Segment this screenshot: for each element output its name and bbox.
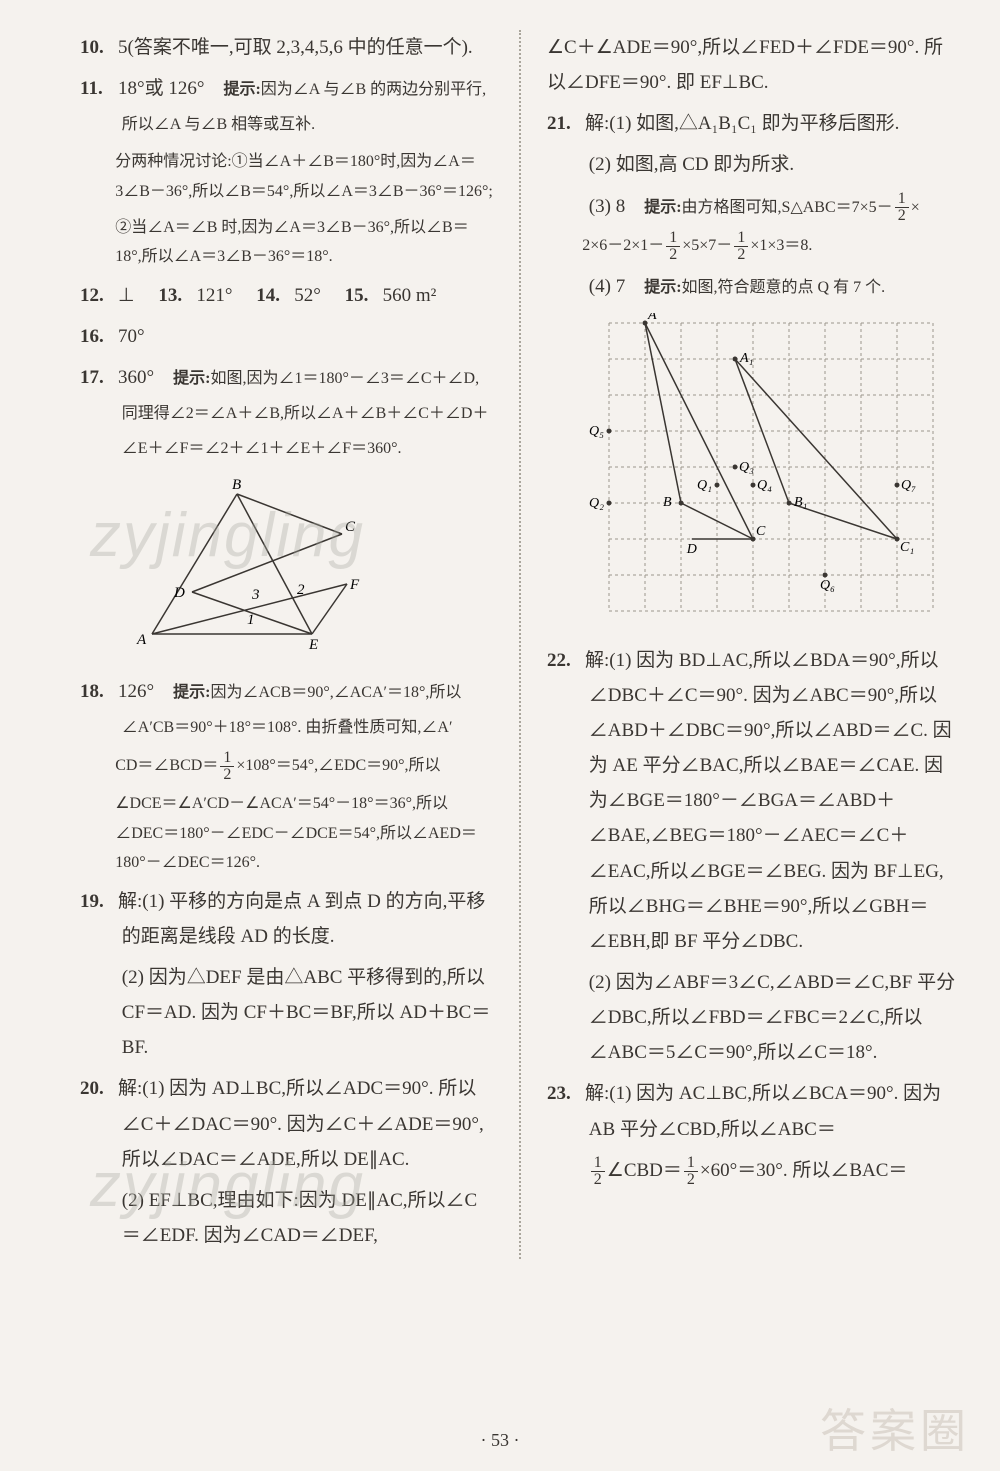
svg-text:B: B: [663, 495, 672, 510]
svg-text:F: F: [349, 577, 360, 593]
q15-num: 15.: [345, 278, 383, 313]
q14-num: 14.: [256, 278, 294, 313]
q18-l2a: CD＝∠BCD＝: [115, 757, 218, 774]
diagram-17: A B C D E F 1 2 3: [122, 474, 493, 666]
q21-p1: 解:(1) 如图,△A₁B₁C₁ 即为平移后图形.: [585, 113, 899, 134]
q11-num: 11.: [80, 71, 118, 106]
svg-text:2: 2: [297, 582, 305, 598]
svg-text:E: E: [308, 637, 318, 653]
svg-text:B: B: [232, 477, 241, 493]
svg-text:B₁: B₁: [794, 495, 807, 510]
q13-ans: 121°: [196, 285, 232, 306]
svg-text:1: 1: [247, 612, 255, 628]
q11-hintlabel: 提示:: [223, 81, 260, 98]
svg-text:Q₁: Q₁: [697, 478, 712, 493]
q18-hintlabel: 提示:: [173, 684, 210, 701]
q19-p2: (2) 因为△DEF 是由△ABC 平移得到的,所以 CF＝AD. 因为 CF＋…: [122, 967, 491, 1058]
frac-n: 1: [895, 191, 909, 208]
svg-text:Q₃: Q₃: [739, 460, 754, 475]
q21-p4b: 如图,符合题意的点 Q 有 7 个.: [682, 279, 886, 296]
q18-l3: ∠DCE＝∠A′CD－∠ACA′＝54°－18°＝36°,所以∠DEC＝180°…: [115, 795, 477, 871]
q17-hintlabel: 提示:: [173, 370, 210, 387]
q17-ans: 360°: [118, 367, 173, 388]
q22-p1: 解:(1) 因为 BD⊥AC,所以∠BDA＝90°,所以∠DBC＋∠C＝90°.…: [585, 650, 952, 952]
q23-l2a: ∠CBD＝: [607, 1160, 682, 1181]
svg-text:A: A: [647, 313, 657, 323]
frac-n: 1: [684, 1155, 698, 1172]
q21-hintlabel: 提示:: [644, 199, 681, 216]
q20-num: 20.: [80, 1071, 118, 1106]
q12-ans: ⊥: [118, 285, 135, 306]
grid-diagram: A A₁ B B₁ C C₁ D Q₃ Q₇ Q₁ Q₄ Q₅ Q₂ Q₆: [589, 313, 960, 635]
q23-num: 23.: [547, 1076, 585, 1111]
q18-num: 18.: [80, 674, 118, 709]
svg-text:Q₇: Q₇: [901, 478, 916, 493]
q21-p4: (4) 7: [589, 276, 644, 297]
q21-p3d: 2×6－2×1－: [582, 238, 664, 255]
svg-text:Q₆: Q₆: [820, 578, 835, 593]
q11-ans: 18°或 126°: [118, 78, 223, 99]
frac-n: 1: [591, 1155, 605, 1172]
q18-ans: 126°: [118, 681, 173, 702]
q14-ans: 52°: [294, 285, 321, 306]
frac-n: 1: [666, 230, 680, 247]
q11-h2: 分两种情况讨论:①当∠A＋∠B＝180°时,因为∠A＝3∠B－36°,所以∠B＝…: [115, 153, 493, 200]
q23-l2b: ×60°＝30°. 所以∠BAC＝: [700, 1160, 907, 1181]
q21-hintlabel2: 提示:: [644, 279, 681, 296]
q19-num: 19.: [80, 884, 118, 919]
q10-num: 10.: [80, 30, 118, 65]
q22-p2: (2) 因为∠ABF＝3∠C,∠ABD＝∠C,BF 平分∠DBC,所以∠FBD＝…: [589, 972, 955, 1063]
q21-p3a: (3) 8: [589, 196, 644, 217]
column-divider: [519, 30, 521, 1259]
q16-num: 16.: [80, 319, 118, 354]
q13-num: 13.: [158, 278, 196, 313]
q12-num: 12.: [80, 278, 118, 313]
q21-p3c: ×: [911, 199, 920, 216]
svg-text:D: D: [173, 585, 185, 601]
q15-ans: 560 m²: [383, 285, 437, 306]
svg-text:C₁: C₁: [900, 540, 914, 555]
q19-p1: 解:(1) 平移的方向是点 A 到点 D 的方向,平移的距离是线段 AD 的长度…: [118, 891, 485, 947]
svg-text:D: D: [686, 542, 697, 557]
svg-text:A₁: A₁: [739, 351, 753, 366]
frac-d: 2: [895, 208, 909, 224]
q21-p3b: 由方格图可知,S△ABC＝7×5－: [682, 199, 893, 216]
frac-d: 2: [591, 1172, 605, 1188]
svg-text:C: C: [756, 524, 766, 539]
q18-l2b: ×108°＝54°,∠EDC＝90°,所以: [236, 757, 440, 774]
q21-p3e: ×5×7－: [682, 238, 732, 255]
q21-p3f: ×1×3＝8.: [750, 238, 812, 255]
frac-d: 2: [734, 247, 748, 263]
svg-text:Q₅: Q₅: [589, 424, 604, 439]
frac-d: 2: [220, 767, 234, 783]
watermark-3: 答案圈: [820, 1395, 970, 1461]
q20-cont: ∠C＋∠ADE＝90°,所以∠FED＋∠FDE＝90°. 所以∠DFE＝90°.…: [547, 37, 943, 93]
q17-num: 17.: [80, 360, 118, 395]
frac-n: 1: [734, 230, 748, 247]
svg-text:A: A: [136, 632, 147, 648]
frac-d: 2: [684, 1172, 698, 1188]
q21-num: 21.: [547, 106, 585, 141]
frac-d: 2: [666, 247, 680, 263]
svg-text:C: C: [345, 519, 356, 535]
page-number: · 53 ·: [0, 1430, 1000, 1451]
svg-text:Q₄: Q₄: [757, 478, 772, 493]
frac-n: 1: [220, 750, 234, 767]
q11-h3: ②当∠A＝∠B 时,因为∠A＝3∠B－36°,所以∠B＝18°,所以∠A＝3∠B…: [115, 219, 469, 266]
q22-num: 22.: [547, 643, 585, 678]
q20-p1: 解:(1) 因为 AD⊥BC,所以∠ADC＝90°. 所以∠C＋∠DAC＝90°…: [118, 1078, 484, 1169]
q10-text: 5(答案不唯一,可取 2,3,4,5,6 中的任意一个).: [118, 37, 473, 58]
svg-text:Q₂: Q₂: [589, 496, 604, 511]
q20-p2: (2) EF⊥BC,理由如下:因为 DE∥AC,所以∠C＝∠EDF. 因为∠CA…: [122, 1190, 477, 1246]
q16-ans: 70°: [118, 326, 145, 347]
svg-text:3: 3: [251, 587, 260, 603]
q21-p2: (2) 如图,高 CD 即为所求.: [589, 154, 794, 175]
q23-l1: 解:(1) 因为 AC⊥BC,所以∠BCA＝90°. 因为 AB 平分∠CBD,…: [585, 1083, 941, 1139]
